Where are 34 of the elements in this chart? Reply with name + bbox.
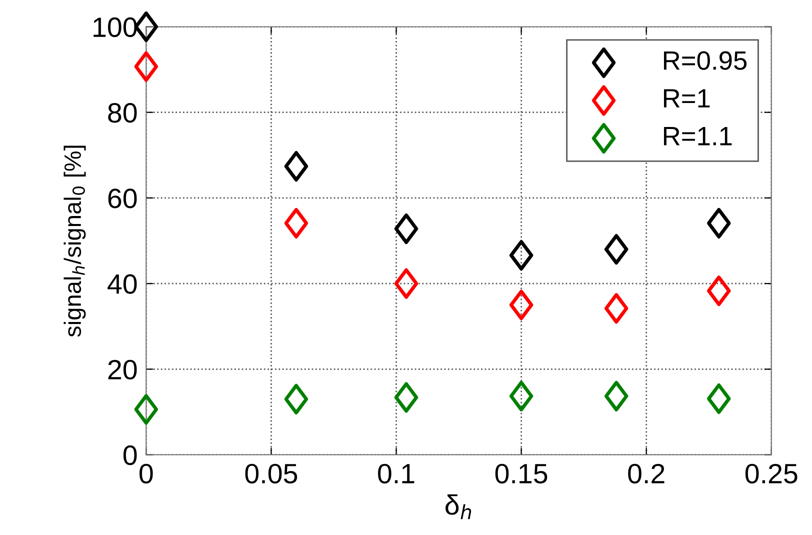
point xyxy=(706,383,731,414)
point xyxy=(284,151,308,182)
point xyxy=(509,240,534,271)
point xyxy=(284,208,308,238)
x-tick-label: 0.15 xyxy=(495,464,548,484)
x-tick-label: 0.25 xyxy=(745,464,798,484)
y-tick-label: 0 xyxy=(123,445,137,466)
legend-label: R=0.95 xyxy=(664,51,747,70)
x-tick-label: 0.05 xyxy=(245,464,298,484)
y-tick-label: 100 xyxy=(94,17,137,38)
point xyxy=(604,380,628,412)
point xyxy=(509,290,534,320)
point xyxy=(706,208,731,238)
y-tick-label: 60 xyxy=(108,188,137,208)
point xyxy=(604,234,628,265)
point xyxy=(134,51,158,82)
y-axis-title: signal$_{h}$/signal$_{0}$ [%] xyxy=(64,146,86,337)
x-axis-title: δ$_{h}$ xyxy=(446,494,472,520)
x-tick-label: 0.1 xyxy=(378,464,414,484)
y-tick-label: 80 xyxy=(108,103,137,123)
point xyxy=(134,394,158,425)
point xyxy=(394,213,418,244)
y-tick-label: 20 xyxy=(108,360,137,380)
legend-label: R=1 xyxy=(664,89,710,108)
point xyxy=(394,382,418,413)
point xyxy=(509,380,534,412)
x-tick-label: 0 xyxy=(140,464,153,484)
point xyxy=(284,384,308,414)
x-tick-label: 0.2 xyxy=(628,464,664,484)
y-tick-label: 40 xyxy=(108,274,137,294)
point xyxy=(604,293,628,324)
point xyxy=(394,268,418,299)
legend-label: R=1.1 xyxy=(664,127,732,146)
point xyxy=(706,276,731,306)
